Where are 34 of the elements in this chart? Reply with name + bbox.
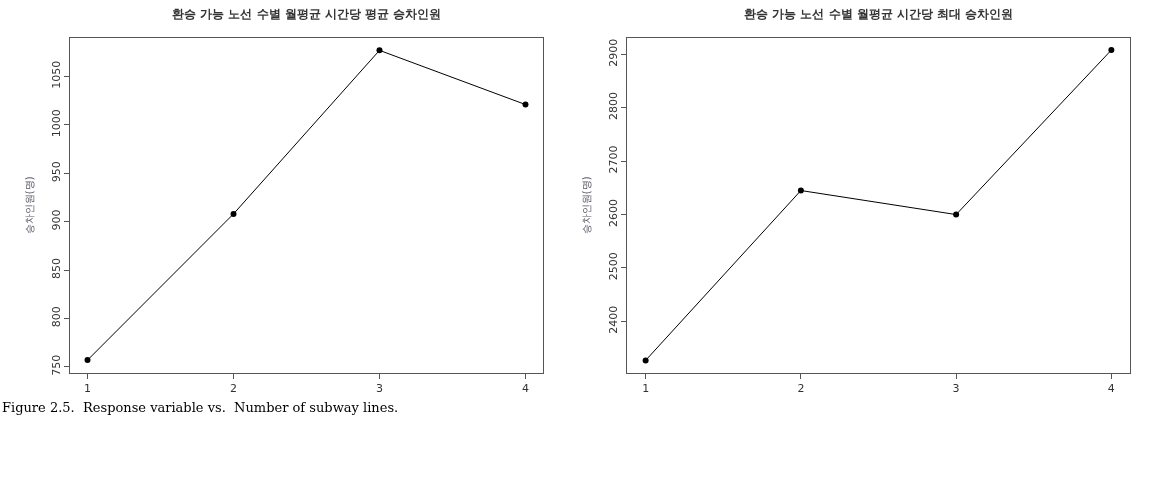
point <box>522 101 529 108</box>
x-tick-label: 3 <box>375 381 383 395</box>
y-tick-label: 750 <box>49 354 63 376</box>
point <box>84 357 91 364</box>
point <box>953 211 960 218</box>
point <box>230 210 237 217</box>
y-tick-label: 950 <box>49 161 63 183</box>
y-tick-label: 2900 <box>606 38 620 67</box>
x-tick-label: 1 <box>84 381 92 395</box>
y-tick-label: 1000 <box>49 109 63 138</box>
caption: Figure 2.5. Response variable vs. Number of subway lines. <box>2 400 399 415</box>
point <box>376 47 383 54</box>
y-axis-title: 승차인원(명) <box>580 176 592 235</box>
y-tick-label: 2800 <box>606 92 620 121</box>
y-tick-label: 2400 <box>606 305 620 334</box>
y-tick-label: 850 <box>49 257 63 279</box>
y-axis-title: 승차인원(명) <box>23 176 35 235</box>
y-tick-label: 1050 <box>49 60 63 89</box>
chart-title: 환승 가능 노선 수별 월평균 시간당 최대 승차인원 <box>744 7 1014 21</box>
y-tick-label: 2600 <box>606 198 620 227</box>
y-tick-label: 2700 <box>606 145 620 174</box>
y-tick-label: 900 <box>49 209 63 231</box>
x-tick-label: 4 <box>1107 381 1115 395</box>
x-tick-label: 3 <box>952 381 960 395</box>
point <box>642 357 649 364</box>
x-tick-label: 4 <box>521 381 529 395</box>
point <box>797 187 804 194</box>
x-tick-label: 2 <box>797 381 805 395</box>
y-tick-label: 800 <box>49 306 63 328</box>
point <box>1108 47 1115 54</box>
x-tick-label: 2 <box>230 381 238 395</box>
chart-title: 환승 가능 노선 수별 월평균 시간당 평균 승차인원 <box>172 7 442 21</box>
y-tick-label: 2500 <box>606 252 620 281</box>
x-tick-label: 1 <box>642 381 650 395</box>
